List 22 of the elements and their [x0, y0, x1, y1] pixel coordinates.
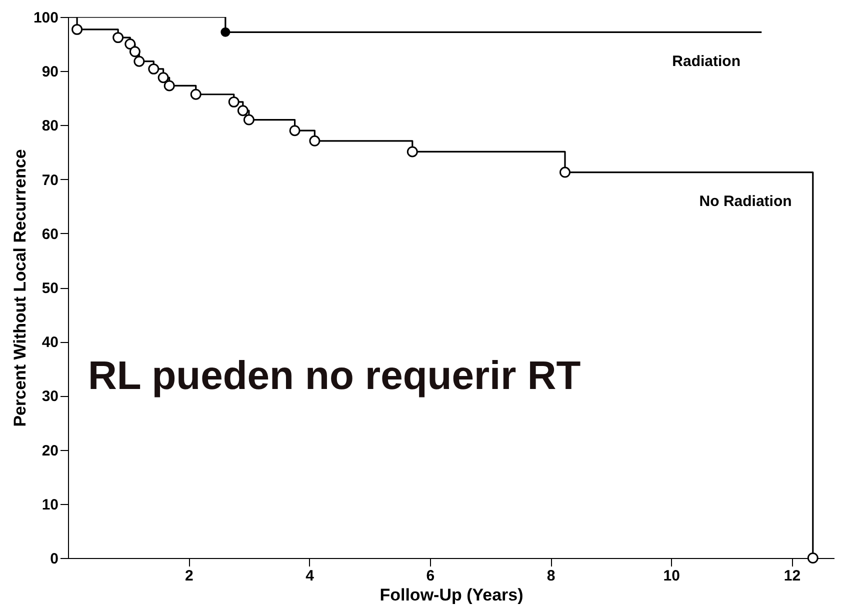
series-label: No Radiation — [699, 192, 792, 210]
x-tick-label: 6 — [426, 568, 435, 584]
y-tick-label: 60 — [42, 226, 58, 243]
y-tick-label: 50 — [42, 280, 58, 297]
annotation: RL pueden no requerir RT — [88, 354, 581, 398]
y-tick-label: 10 — [42, 496, 58, 514]
y-tick-label: 20 — [42, 442, 58, 460]
y-tick-label: 100 — [33, 10, 58, 26]
x-tick-label: 10 — [663, 568, 680, 584]
x-axis-title: Follow-Up (Years) — [380, 586, 524, 604]
y-tick-label: 0 — [50, 550, 58, 568]
y-tick-label: 80 — [42, 118, 58, 135]
x-tick-label: 8 — [546, 568, 556, 584]
x-tick-label: 2 — [184, 568, 194, 584]
y-tick-label: 30 — [42, 388, 58, 406]
series-label: Radiation — [672, 52, 741, 70]
y-axis-title: Percent Without Local Recurrence — [10, 149, 30, 427]
x-tick-label: 12 — [784, 568, 801, 584]
y-tick-label: 70 — [42, 172, 58, 189]
y-tick-label: 90 — [42, 64, 58, 81]
y-tick-label: 40 — [42, 334, 58, 352]
x-tick-label: 4 — [306, 568, 315, 584]
